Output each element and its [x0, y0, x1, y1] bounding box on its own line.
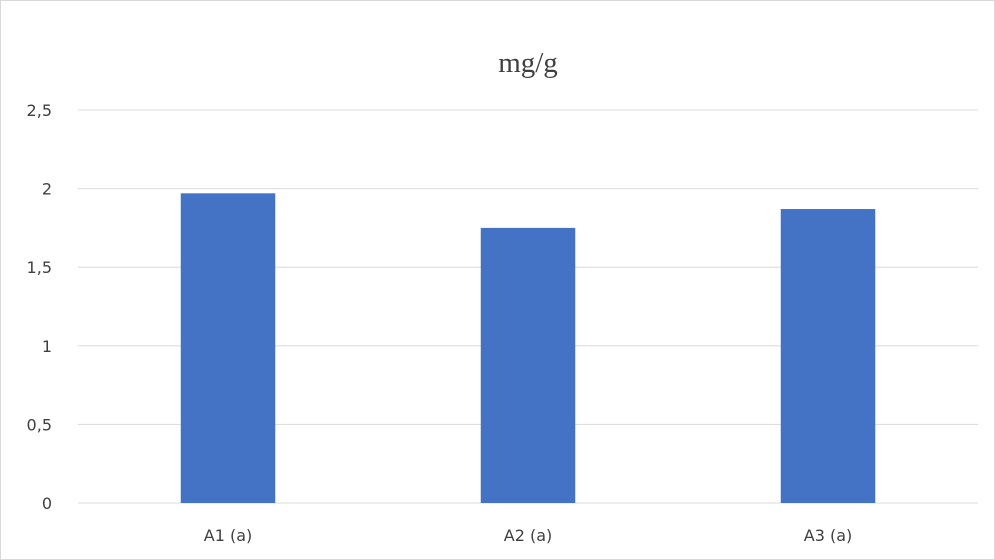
y-tick-label: 2,5 [27, 101, 52, 120]
y-tick-label: 0,5 [27, 415, 52, 434]
chart-title: mg/g [498, 47, 558, 79]
y-tick-label: 1 [42, 337, 52, 356]
x-tick-label: A3 (a) [804, 526, 853, 545]
y-axis-ticks: 0 0,5 1 1,5 2 2,5 [27, 101, 52, 513]
y-tick-label: 2 [42, 180, 52, 199]
y-tick-label: 0 [42, 494, 52, 513]
x-tick-label: A1 (a) [204, 526, 253, 545]
bar [780, 209, 876, 503]
x-axis-ticks: A1 (a) A2 (a) A3 (a) [204, 526, 853, 545]
y-tick-label: 1,5 [27, 258, 52, 277]
bar [480, 227, 576, 503]
bar [180, 193, 276, 504]
x-tick-label: A2 (a) [504, 526, 553, 545]
bars [180, 193, 876, 504]
